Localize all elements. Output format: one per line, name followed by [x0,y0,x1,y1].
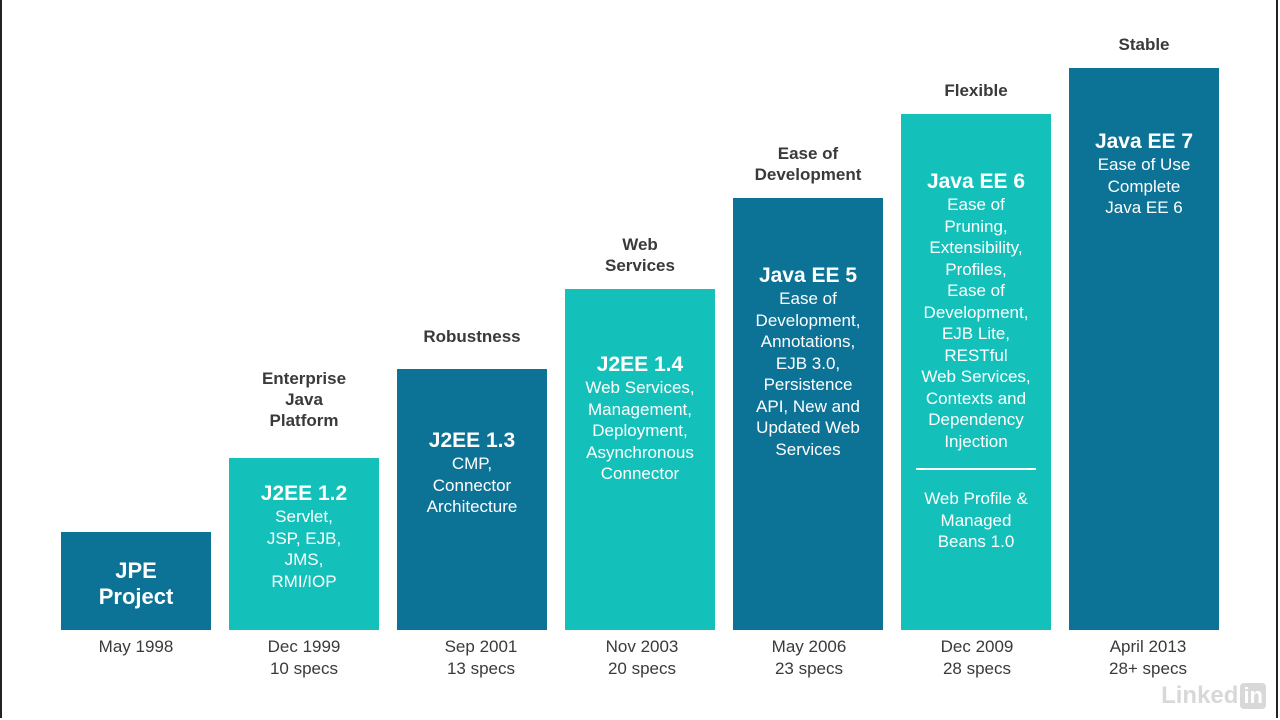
release-date-text: Dec 1999 [267,637,341,656]
release-date-text: April 2013 [1109,637,1187,656]
release-bar-java-ee-6: Java EE 6 Ease of Pruning, Extensibility… [901,114,1051,630]
release-extra-features: Web Profile & Managed Beans 1.0 [924,489,1028,551]
release-date: Dec 2009 28 specs [882,636,1072,680]
release-date: Sep 2001 13 specs [386,636,576,680]
release-specs: 23 specs [774,659,844,678]
release-column-j2ee-1-3: Robustness J2EE 1.3 CMP, Connector Archi… [397,0,547,630]
release-caption: Ease of Development [754,144,862,184]
release-date: Dec 1999 10 specs [209,636,399,680]
release-column-j2ee-1-2: Enterprise Java Platform J2EE 1.2 Servle… [229,0,379,630]
release-column-java-ee-7: Stable Java EE 7 Ease of Use Complete Ja… [1069,0,1219,630]
release-title: J2EE 1.4 [596,353,684,376]
release-date: May 2006 23 specs [714,636,904,680]
release-specs: 13 specs [446,659,516,678]
release-date: May 1998 [41,636,231,658]
release-caption: Web Services [605,235,675,275]
release-title: JPE Project [98,558,174,609]
release-bar-jpe: JPE Project [61,532,211,630]
release-bar-j2ee-1-3: J2EE 1.3 CMP, Connector Architecture [397,369,547,630]
release-date-text: Nov 2003 [605,637,679,656]
release-bar-j2ee-1-4: J2EE 1.4 Web Services, Management, Deplo… [565,289,715,630]
release-date-text: May 1998 [98,637,174,656]
release-caption: Robustness [423,327,521,346]
release-caption: Flexible [944,81,1008,100]
release-specs: 28+ specs [1109,659,1187,678]
release-caption: Stable [1118,35,1170,54]
release-column-j2ee-1-4: Web Services J2EE 1.4 Web Services, Mana… [565,0,715,630]
feature-divider [916,468,1036,470]
release-bar-j2ee-1-2: J2EE 1.2 Servlet, JSP, EJB, JMS, RMI/IOP [229,458,379,630]
release-date: Nov 2003 20 specs [547,636,737,680]
linkedin-logo: Linked in [1161,682,1266,710]
release-title: Java EE 7 [1094,130,1194,153]
release-title: J2EE 1.3 [428,429,516,452]
release-date-text: Dec 2009 [940,637,1014,656]
release-bar-java-ee-5: Java EE 5 Ease of Development, Annotatio… [733,198,883,630]
release-date-text: Sep 2001 [444,637,518,656]
release-features: CMP, Connector Architecture [426,454,518,516]
release-date-text: May 2006 [771,637,847,656]
release-features: Servlet, JSP, EJB, JMS, RMI/IOP [266,507,342,591]
release-features: Web Services, Management, Deployment, As… [585,378,695,483]
release-column-jpe: JPE Project [61,0,211,630]
linkedin-in-icon: in [1240,683,1266,709]
release-features: Ease of Development, Annotations, EJB 3.… [755,289,861,459]
release-features: Ease of Pruning, Extensibility, Profiles… [921,195,1031,451]
release-date: April 2013 28+ specs [1053,636,1243,680]
release-specs: 20 specs [607,659,677,678]
release-column-java-ee-5: Ease of Development Java EE 5 Ease of De… [733,0,883,630]
linkedin-logo-text: Linked [1161,682,1239,709]
release-bar-java-ee-7: Java EE 7 Ease of Use Complete Java EE 6 [1069,68,1219,630]
release-column-java-ee-6: Flexible Java EE 6 Ease of Pruning, Exte… [901,0,1051,630]
release-title: J2EE 1.2 [260,482,348,505]
release-title: Java EE 5 [758,264,858,287]
release-specs: 28 specs [942,659,1012,678]
release-title: Java EE 6 [926,170,1026,193]
release-caption: Enterprise Java Platform [261,369,347,430]
release-features: Ease of Use Complete Java EE 6 [1097,155,1191,217]
release-specs: 10 specs [269,659,339,678]
